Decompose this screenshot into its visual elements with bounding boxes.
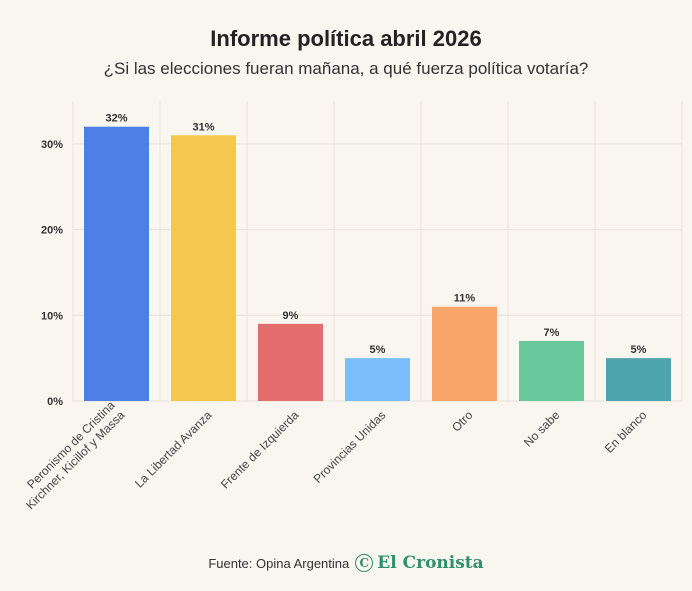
x-tick-label: La Libertad Avanza [132, 408, 215, 491]
chart-title: Informe política abril 2026 [210, 26, 482, 51]
bar [432, 306, 497, 401]
y-tick-label: 10% [41, 310, 63, 322]
bar [84, 126, 149, 401]
data-label: 7% [544, 327, 560, 339]
cronista-mark-icon: C [355, 554, 374, 572]
logo-text: El Cronista [377, 553, 484, 573]
el-cronista-logo: C El Cronista [355, 553, 484, 573]
x-tick-label: Otro [449, 408, 476, 435]
bar [606, 358, 671, 401]
x-tick-label: Peronismo de CristinaKirchner, Kicillof … [13, 398, 127, 512]
footer: Fuente: Opina Argentina C El Cronista [0, 553, 692, 573]
chart-subtitle: ¿Si las elecciones fueran mañana, a qué … [103, 59, 589, 78]
x-tick-label: En blanco [602, 408, 650, 456]
source-text: Fuente: Opina Argentina [208, 555, 350, 571]
x-tick-label: Provincias Unidas [311, 408, 389, 486]
y-tick-label: 20% [41, 225, 63, 237]
y-tick-label: 30% [41, 139, 63, 151]
data-label: 31% [192, 121, 214, 133]
data-label: 11% [454, 293, 476, 305]
bar [171, 135, 236, 402]
data-label: 5% [631, 344, 647, 356]
bar [345, 358, 410, 401]
y-tick-label: 0% [47, 396, 63, 408]
data-label: 5% [370, 344, 386, 356]
data-label: 32% [105, 113, 127, 125]
data-label: 9% [283, 310, 299, 322]
x-tick-label: No sabe [521, 408, 563, 450]
bar [519, 341, 584, 401]
bar [258, 323, 323, 401]
x-tick-label: Frente de Izquierda [218, 408, 302, 492]
